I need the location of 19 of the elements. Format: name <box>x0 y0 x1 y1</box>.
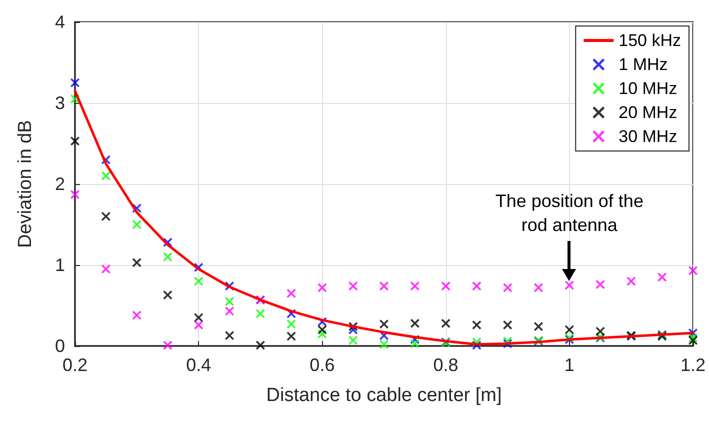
y-tick-label: 4 <box>54 12 65 32</box>
x-axis-title: Distance to cable center [m] <box>266 385 502 406</box>
x-tick-label: 0.4 <box>186 355 212 375</box>
legend-label: 1 MHz <box>618 55 668 74</box>
x-tick-label: 0.8 <box>433 355 458 375</box>
x-tick-label: 1.2 <box>680 355 706 375</box>
x-tick-label: 0.2 <box>62 355 88 375</box>
y-tick-label: 3 <box>54 93 65 113</box>
x-tick-label: 1 <box>564 355 574 375</box>
annotation: The position of the rod antenna <box>495 191 644 236</box>
legend-label: 20 MHz <box>618 103 678 122</box>
y-axis-title: Deviation in dB <box>15 120 36 248</box>
x-tick-label: 0.6 <box>310 355 335 375</box>
legend-label: 30 MHz <box>618 127 678 146</box>
y-tick-label: 0 <box>54 336 65 356</box>
y-tick-label: 1 <box>54 255 65 275</box>
legend-label: 10 MHz <box>618 79 678 98</box>
legend-label: 150 kHz <box>618 31 682 50</box>
y-tick-label: 2 <box>54 174 65 194</box>
